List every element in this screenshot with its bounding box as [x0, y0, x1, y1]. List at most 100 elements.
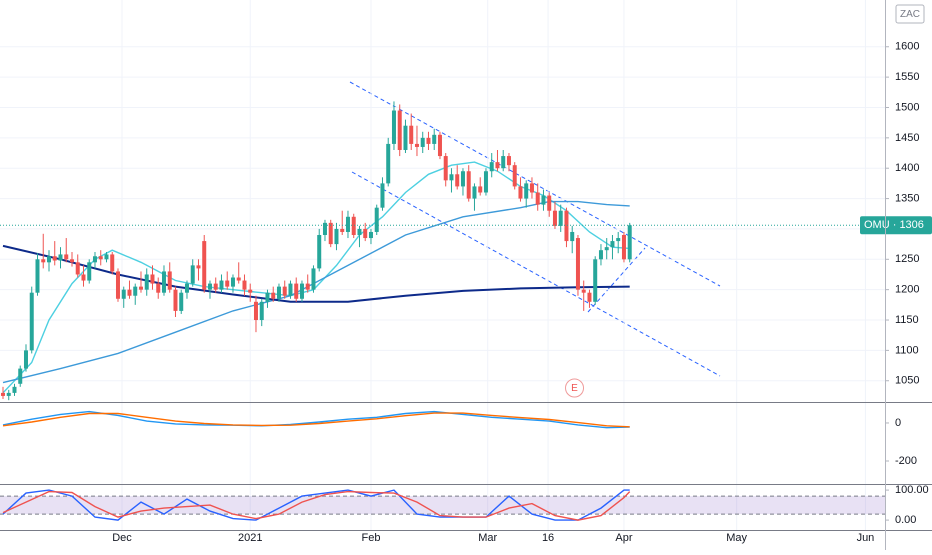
- candle-body: [512, 165, 517, 187]
- candle-body: [432, 134, 437, 144]
- candle-body: [173, 289, 178, 311]
- candle-body: [0, 392, 5, 396]
- candle-body: [449, 174, 454, 181]
- candle-body: [138, 286, 143, 290]
- candle-body: [6, 392, 11, 396]
- y-tick-label: 1150: [895, 314, 919, 326]
- candle-body: [524, 183, 529, 199]
- candle-body: [52, 256, 57, 261]
- candle-body: [443, 156, 448, 181]
- candle-body: [334, 228, 339, 245]
- candle-body: [87, 262, 92, 281]
- currency-box: [895, 4, 925, 24]
- candle-body: [121, 289, 126, 299]
- earnings-label: E: [571, 383, 578, 394]
- candle-body: [374, 207, 379, 232]
- y-tick-label: 100.00: [895, 484, 929, 496]
- currency: ZAC: [900, 9, 920, 20]
- candle-body: [420, 137, 425, 147]
- candle-body: [81, 274, 86, 281]
- candle-body: [472, 186, 477, 199]
- candle-body: [541, 195, 546, 205]
- candle-body: [299, 283, 304, 299]
- candle-body: [460, 171, 465, 187]
- candle-body: [340, 228, 345, 232]
- candle-body: [213, 283, 218, 290]
- candle-body: [225, 280, 230, 287]
- price-label-bg: [860, 216, 932, 235]
- candle-body: [380, 183, 385, 208]
- candle-body: [547, 195, 552, 211]
- candle-body: [414, 143, 419, 147]
- candle-body: [581, 289, 586, 293]
- candle-body: [127, 289, 132, 296]
- candle-body: [558, 210, 563, 226]
- candle-body: [23, 350, 28, 369]
- candle-body: [386, 143, 391, 184]
- x-tick-label: May: [726, 532, 747, 544]
- candle-body: [506, 156, 511, 166]
- candle-body: [104, 254, 109, 260]
- candle-body: [92, 256, 97, 263]
- candle-body: [317, 235, 322, 269]
- indicator-line: [2, 412, 630, 428]
- candle-body: [616, 238, 621, 242]
- candle-body: [518, 186, 523, 199]
- candle-body: [311, 268, 316, 290]
- candle-body: [587, 292, 592, 302]
- candle-body: [501, 156, 506, 169]
- candle-body: [265, 292, 270, 302]
- candle-body: [12, 386, 17, 393]
- y-tick-label: 0: [895, 417, 901, 429]
- candle-body: [397, 110, 402, 150]
- candle-body: [322, 222, 327, 236]
- x-tick-label: 16: [542, 532, 554, 544]
- candle-body: [46, 256, 51, 263]
- y-tick-label: 1350: [895, 192, 919, 204]
- y-tick-label: 1450: [895, 132, 919, 144]
- earnings-marker: [565, 378, 585, 398]
- candle-body: [363, 228, 368, 239]
- candle-body: [529, 183, 534, 193]
- candle-body: [276, 286, 281, 299]
- candle-body: [552, 210, 557, 226]
- candle-body: [110, 254, 115, 272]
- candle-body: [35, 259, 40, 293]
- candle-body: [478, 186, 483, 193]
- candle-body: [495, 162, 500, 169]
- candle-body: [219, 280, 224, 290]
- candle-body: [190, 265, 195, 284]
- candle-body: [483, 171, 488, 193]
- candle-body: [288, 283, 293, 296]
- price-label: OMU · 1306: [864, 219, 924, 231]
- x-tick-label: 2021: [238, 532, 262, 544]
- candle-body: [179, 292, 184, 311]
- candle-body: [610, 241, 615, 248]
- candle-body: [437, 134, 442, 157]
- candle-body: [242, 280, 247, 290]
- candle-body: [466, 171, 471, 199]
- candle-body: [259, 301, 264, 321]
- y-tick-label: 1100: [895, 344, 919, 356]
- y-tick-label: 1200: [895, 284, 919, 296]
- x-tick-label: Dec: [112, 532, 132, 544]
- y-tick-label: 1500: [895, 101, 919, 113]
- candle-body: [368, 231, 373, 239]
- candle-body: [271, 292, 276, 299]
- candle-body: [184, 283, 189, 293]
- x-tick-label: Mar: [478, 532, 497, 544]
- candle-body: [29, 292, 34, 351]
- candle-body: [18, 368, 23, 384]
- candle-body: [357, 228, 362, 236]
- candle-body: [236, 277, 241, 281]
- candle-body: [248, 289, 253, 293]
- candle-body: [409, 125, 414, 144]
- band-fill: [0, 496, 885, 515]
- candle-body: [391, 110, 396, 144]
- candle-body: [161, 271, 166, 293]
- channel-lower: [351, 171, 721, 377]
- y-tick-label: 0.00: [895, 514, 916, 526]
- candle-body: [570, 231, 575, 242]
